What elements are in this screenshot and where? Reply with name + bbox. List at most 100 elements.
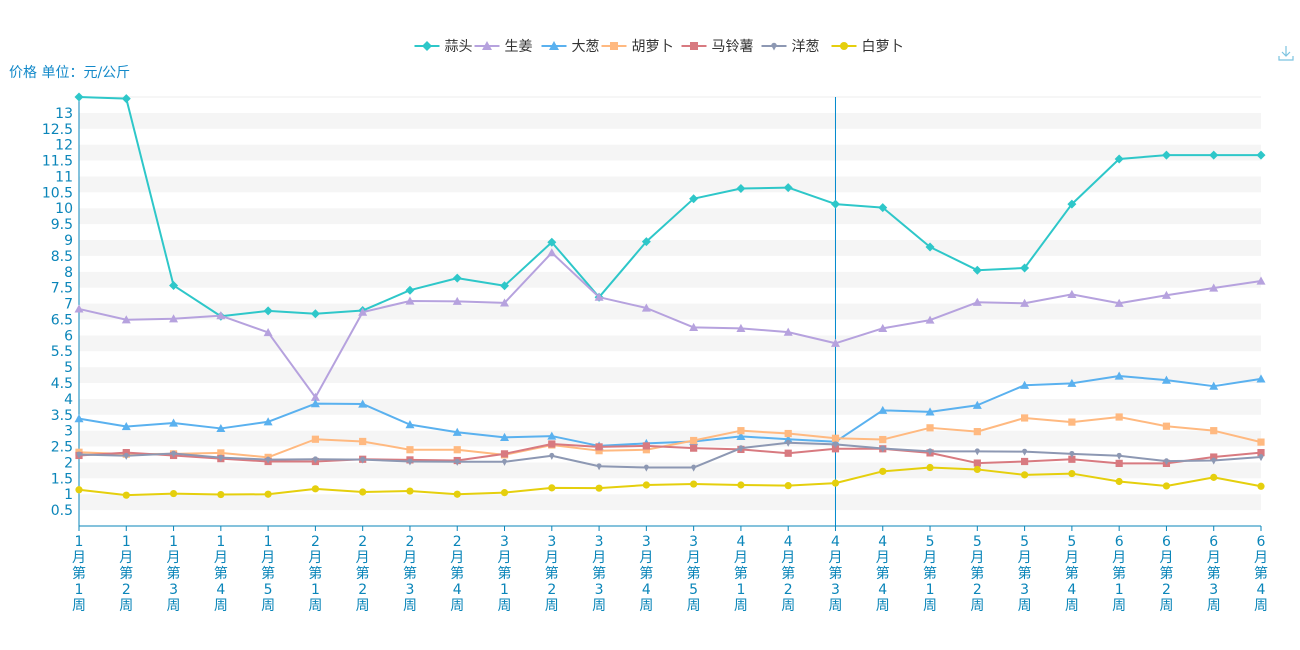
- data-point: [1020, 380, 1030, 389]
- data-point: [878, 405, 888, 414]
- y-tick-label: 7.5: [51, 281, 73, 297]
- y-tick-label: 3.5: [51, 408, 73, 424]
- data-point: [312, 456, 318, 464]
- data-point: [642, 446, 650, 454]
- y-tick-label: 11.5: [42, 154, 73, 170]
- x-tick-label: 4 月第 3 周: [828, 534, 842, 614]
- data-point: [74, 414, 84, 423]
- y-tick-label: 2: [64, 455, 73, 471]
- data-point: [926, 463, 934, 472]
- data-point: [500, 298, 510, 307]
- data-point: [737, 481, 745, 489]
- data-point: [405, 285, 415, 295]
- x-tick-label: 5 月第 2 周: [970, 534, 984, 614]
- data-point: [596, 463, 602, 471]
- data-point: [263, 417, 273, 426]
- grid-band: [79, 160, 1261, 177]
- grid-band: [79, 176, 1261, 193]
- legend-item[interactable]: 马铃薯: [681, 39, 754, 55]
- legend-item[interactable]: 大葱: [541, 39, 600, 55]
- legend-item[interactable]: 白萝卜: [831, 39, 904, 55]
- data-point: [595, 484, 603, 492]
- y-tick-label: 6.5: [51, 312, 73, 328]
- data-point: [121, 94, 131, 104]
- grid-band: [79, 398, 1261, 415]
- data-point: [502, 458, 507, 466]
- download-button[interactable]: [1274, 42, 1298, 66]
- grid-band: [79, 224, 1261, 240]
- data-point: [169, 418, 179, 427]
- series-lines: [74, 92, 1266, 499]
- series-line: [78, 375, 1262, 447]
- legend[interactable]: 蒜头 生姜 大葱 胡萝卜 马铃薯 洋葱 白萝卜: [414, 39, 904, 55]
- legend-item[interactable]: 胡萝卜: [601, 39, 674, 55]
- data-point: [926, 424, 934, 432]
- y-tick-label: 12.5: [42, 122, 73, 138]
- data-point: [452, 296, 462, 305]
- x-tick-label: 3 月第 3 周: [592, 534, 606, 614]
- data-point: [1020, 298, 1030, 307]
- series-line: [78, 416, 1262, 459]
- data-point: [1257, 482, 1265, 490]
- grid-band: [79, 494, 1261, 511]
- data-point: [1114, 298, 1124, 307]
- data-point: [1068, 455, 1076, 463]
- data-point: [359, 437, 367, 446]
- grid-band: [79, 510, 1261, 526]
- data-point: [122, 448, 130, 457]
- series-line: [78, 441, 1262, 469]
- data-point: [830, 199, 840, 209]
- data-point: [500, 489, 509, 497]
- data-point: [500, 450, 509, 458]
- x-tick-label: 1 月第 1 周: [72, 534, 86, 614]
- grid-band: [79, 462, 1261, 479]
- grid-band: [79, 240, 1261, 256]
- data-point: [1068, 418, 1076, 426]
- data-point: [548, 440, 556, 448]
- data-point: [641, 237, 651, 247]
- data-point: [1022, 448, 1028, 456]
- data-point: [925, 242, 935, 252]
- download-icon: [1278, 46, 1294, 61]
- grid-band: [79, 383, 1261, 399]
- data-point: [595, 443, 603, 451]
- x-tick-label: 6 月第 3 周: [1207, 534, 1221, 614]
- data-point: [169, 314, 179, 323]
- legend-label: 胡萝卜: [632, 39, 674, 55]
- grid-band: [79, 287, 1261, 304]
- legend-item[interactable]: 洋葱: [761, 39, 820, 55]
- x-tick-label: 2 月第 4 周: [450, 534, 464, 614]
- data-point: [594, 292, 604, 301]
- series-line: [78, 466, 1262, 497]
- data-point: [878, 323, 888, 332]
- legend-symbol: [482, 41, 492, 50]
- data-point: [1115, 459, 1123, 467]
- data-point: [1115, 477, 1123, 486]
- data-point: [880, 445, 886, 453]
- data-point: [122, 491, 130, 499]
- data-point: [690, 436, 698, 445]
- data-point: [171, 450, 177, 458]
- series-line: [78, 443, 1262, 465]
- data-point: [1209, 381, 1219, 390]
- data-point: [218, 454, 224, 462]
- data-point: [1069, 450, 1075, 458]
- x-tick-label: 4 月第 4 周: [876, 534, 890, 614]
- data-point: [973, 459, 981, 467]
- data-point: [925, 407, 935, 416]
- data-point: [310, 399, 320, 408]
- grid-band: [79, 335, 1261, 352]
- data-point: [691, 464, 697, 472]
- legend-item[interactable]: 生姜: [474, 39, 533, 55]
- x-tick-label: 2 月第 3 周: [403, 534, 417, 614]
- data-point: [1021, 457, 1029, 466]
- y-tick-label: 1: [64, 487, 73, 503]
- data-point: [833, 441, 838, 449]
- data-point: [1161, 150, 1171, 160]
- legend-item[interactable]: 蒜头: [414, 39, 473, 55]
- data-point: [76, 451, 82, 459]
- data-point: [1114, 371, 1124, 380]
- legend-symbol: [840, 42, 848, 50]
- x-tick-label: 5 月第 4 周: [1065, 534, 1079, 614]
